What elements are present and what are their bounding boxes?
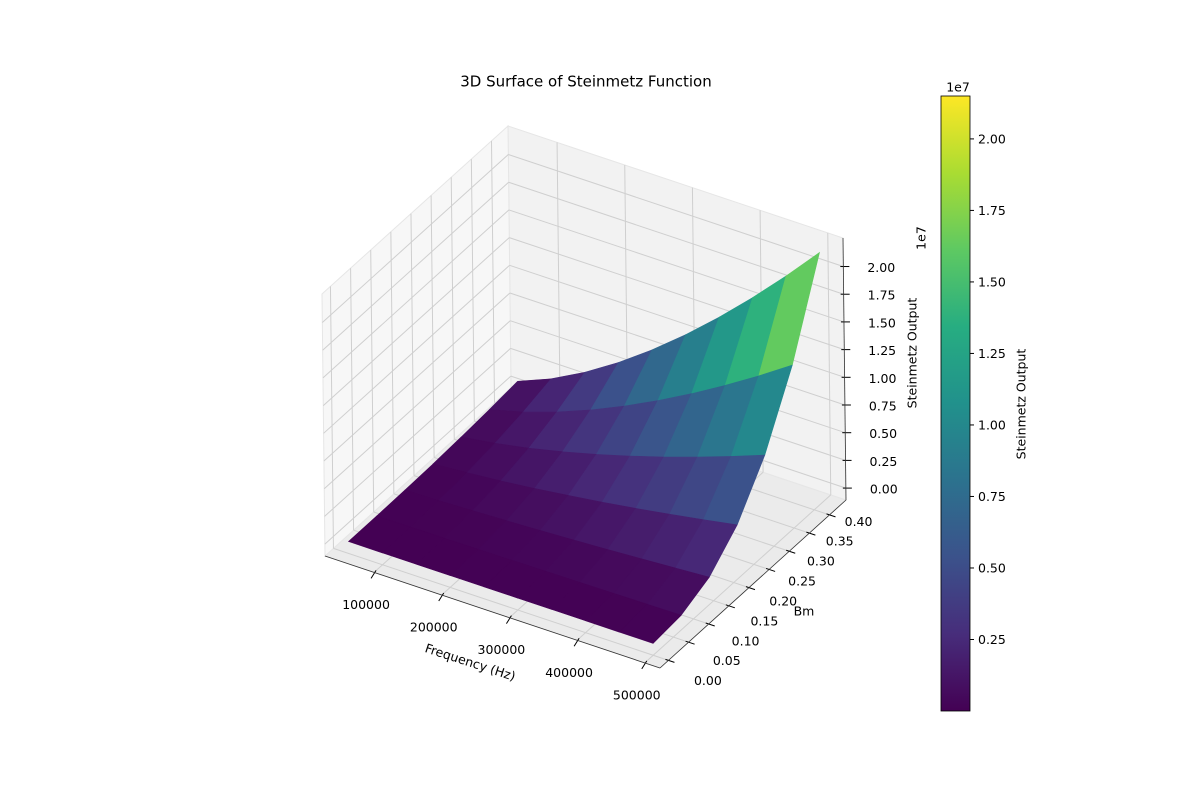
grid-line <box>430 195 435 458</box>
colorbar-tick-label: 0.50 <box>978 560 1006 575</box>
tick-mark <box>745 586 756 591</box>
z-tick-label: 0.25 <box>870 454 898 469</box>
z-tick-label: 1.50 <box>868 315 896 330</box>
grid-line <box>410 213 415 476</box>
tick-mark <box>685 640 695 645</box>
z-offset-label: 1e7 <box>914 226 929 250</box>
grid-line <box>470 159 475 422</box>
colorbar <box>940 95 971 712</box>
surface-face <box>618 603 682 644</box>
tick-mark <box>665 658 675 663</box>
grid-line <box>324 348 511 517</box>
grid-line <box>390 231 395 494</box>
grid-line <box>508 154 844 268</box>
tick-mark <box>438 592 445 602</box>
tick-mark <box>641 660 648 670</box>
grid-line <box>370 249 375 513</box>
y-tick-label: 0.00 <box>694 673 722 688</box>
z-axis-label: Steinmetz Output <box>905 298 920 409</box>
x-tick-label: 500000 <box>613 687 661 702</box>
grid-line <box>329 286 334 549</box>
colorbar-tick-label: 1.75 <box>978 203 1006 218</box>
z-axis-line <box>842 237 847 501</box>
colorbar-tick-label: 1.50 <box>978 274 1006 289</box>
y-tick-label: 0.30 <box>807 554 835 569</box>
z-tick-label: 1.25 <box>868 343 896 358</box>
grid-line <box>827 232 832 495</box>
tick-mark <box>826 513 836 518</box>
grid-line <box>322 237 510 406</box>
colorbar-tick-label: 1.25 <box>978 346 1006 361</box>
tick-mark <box>725 604 736 609</box>
chart-title: 3D Surface of Steinmetz Function <box>460 73 711 91</box>
y-tick-label: 0.25 <box>788 574 816 589</box>
grid-line <box>350 268 355 531</box>
grid-line <box>556 142 561 405</box>
grid-line <box>322 181 509 351</box>
z-tick-label: 1.00 <box>869 371 897 386</box>
y-tick-label: 0.05 <box>713 653 741 668</box>
y-axis-line <box>659 499 847 669</box>
y-tick-label: 0.20 <box>769 593 797 608</box>
z-tick-label: 1.75 <box>868 288 896 303</box>
grid-line <box>333 547 669 661</box>
z-tick-label: 2.00 <box>867 260 895 275</box>
colorbar-tick-label: 0.25 <box>978 632 1006 647</box>
tick-mark <box>705 622 715 627</box>
x-tick-label: 300000 <box>478 642 526 657</box>
grid-line <box>324 375 512 545</box>
grid-line <box>450 177 455 440</box>
x-axis-line <box>324 555 661 669</box>
grid-line <box>644 494 832 664</box>
grid-line <box>322 209 510 379</box>
y-tick-label: 0.10 <box>732 633 760 648</box>
colorbar-tick-label: 0.75 <box>978 489 1006 504</box>
y-axis-label: Bm <box>794 604 815 619</box>
colorbar-offset-label: 1e7 <box>946 80 970 95</box>
tick-mark <box>573 638 580 647</box>
tick-mark <box>370 570 377 579</box>
tick-mark <box>786 549 796 554</box>
grid-line <box>323 292 511 462</box>
grid-line <box>321 154 509 323</box>
y-tick-label: 0.40 <box>845 514 873 529</box>
y-tick-label: 0.15 <box>750 613 778 628</box>
z-tick-label: 0.00 <box>870 482 898 497</box>
grid-line <box>490 140 495 403</box>
x-tick-label: 400000 <box>545 665 593 680</box>
tick-mark <box>765 567 776 572</box>
x-tick-label: 200000 <box>410 620 458 635</box>
x-tick-label: 100000 <box>342 597 390 612</box>
colorbar-label: Steinmetz Output <box>1014 349 1029 460</box>
z-tick-label: 0.50 <box>869 426 897 441</box>
grid-line <box>323 264 510 434</box>
colorbar-tick-label: 1.00 <box>978 417 1006 432</box>
z-tick-label: 0.75 <box>869 399 897 414</box>
tick-mark <box>806 531 816 536</box>
tick-mark <box>505 615 512 624</box>
y-tick-label: 0.35 <box>826 534 854 549</box>
grid-line <box>323 320 511 490</box>
colorbar-tick-label: 2.00 <box>978 131 1006 146</box>
